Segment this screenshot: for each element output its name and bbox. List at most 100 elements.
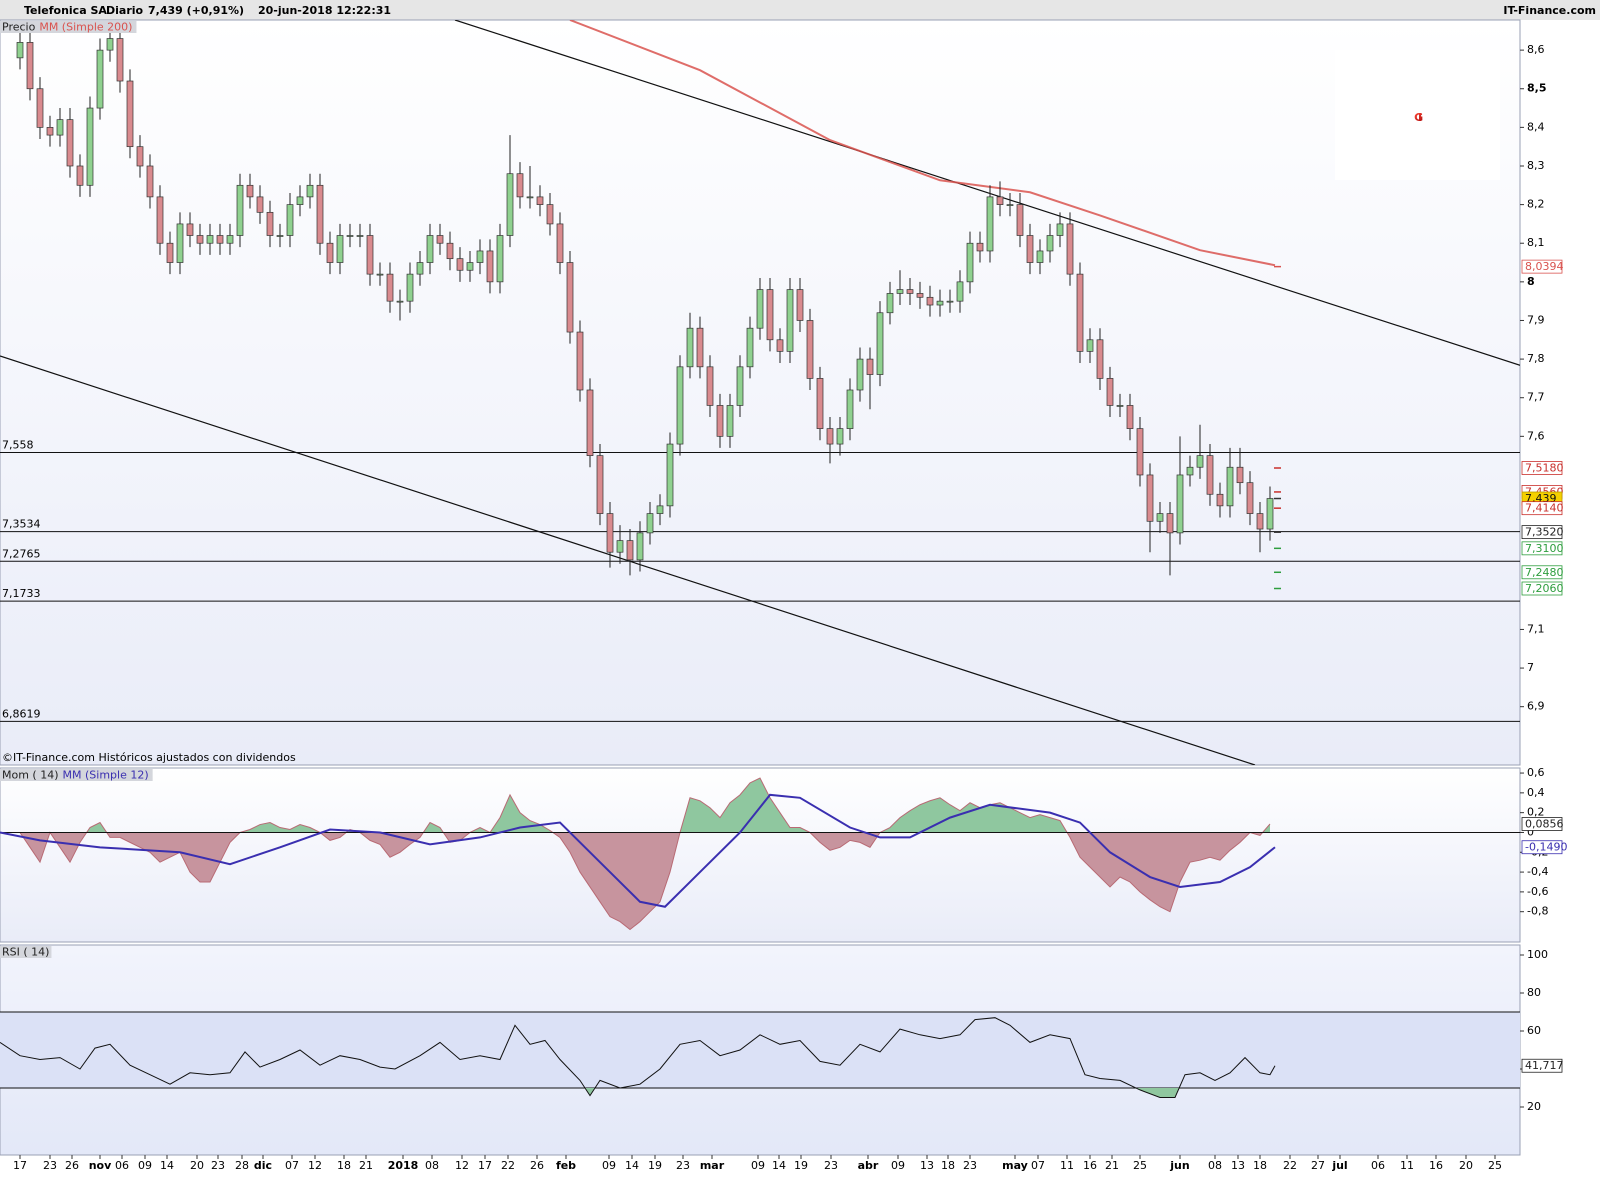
candle-body (1056, 223, 1064, 236)
candle-body (656, 505, 664, 514)
rsi-line (0, 1017, 1276, 1098)
header-title: Telefonica SA (24, 4, 107, 17)
x-tick-label: 12 (455, 1159, 469, 1172)
candle-body (426, 235, 434, 263)
x-tick-label: 07 (1031, 1159, 1045, 1172)
x-tick-label: 19 (794, 1159, 808, 1172)
candle-body (806, 320, 814, 379)
header-source: IT-Finance.com (1503, 4, 1596, 17)
price-marker-label: 41,717 (1525, 1059, 1564, 1072)
candle-body (16, 42, 24, 59)
candle-body (546, 204, 554, 225)
candle-body (1176, 474, 1184, 534)
candle-body (1206, 455, 1214, 495)
x-tick-label: 21 (359, 1159, 373, 1172)
legend-box (0, 21, 137, 33)
candle-body (386, 273, 394, 302)
candle-body (956, 281, 964, 302)
candle-body (666, 443, 674, 507)
candle-body (136, 146, 144, 167)
candle-body (566, 262, 574, 333)
candle-body (1156, 513, 1164, 522)
y-tick-label: 7,8 (1527, 352, 1545, 365)
candle-body (1196, 455, 1204, 468)
x-tick-label: 22 (1283, 1159, 1297, 1172)
candle-body (756, 289, 764, 329)
x-tick-label: 07 (285, 1159, 299, 1172)
candle-body (356, 235, 364, 237)
x-tick-label: 17 (13, 1159, 27, 1172)
candle-body (606, 513, 614, 553)
candle-body (346, 235, 354, 237)
x-tick-label: 11 (1060, 1159, 1074, 1172)
x-tick-label: 18 (941, 1159, 955, 1172)
candle-body (816, 378, 824, 429)
candle-body (296, 196, 304, 205)
moving-average (0, 793, 1276, 908)
x-tick-label: 23 (43, 1159, 57, 1172)
y-tick-label: 8,1 (1527, 236, 1545, 249)
legend-name: Precio (2, 21, 36, 34)
candle-body (866, 358, 874, 375)
candle-body (1216, 493, 1224, 507)
candle-body (976, 242, 984, 252)
candle-body (256, 196, 264, 213)
candle-body (116, 38, 124, 82)
candle-body (106, 38, 114, 51)
candle-body (906, 289, 914, 294)
candle-body (396, 300, 404, 303)
price-marker-label: 0,0856 (1525, 817, 1564, 830)
momentum-area-positive (20, 778, 1270, 833)
candle-body (1146, 474, 1154, 522)
price-marker-box (1521, 565, 1563, 580)
candle-body (1236, 466, 1244, 484)
header-bar (0, 0, 1600, 20)
y-tick-label: 20 (1527, 1100, 1541, 1113)
candle-body (856, 358, 864, 391)
plot-area (0, 777, 1520, 931)
candle-body (336, 235, 344, 263)
x-tick-label: 18 (1253, 1159, 1267, 1172)
candle-body (526, 196, 534, 199)
x-tick-label: 27 (1311, 1159, 1325, 1172)
logo-background (1335, 50, 1500, 180)
candle-body (986, 196, 994, 252)
trendline (454, 20, 1520, 366)
candle-body (576, 331, 584, 391)
price-marker-label: 7,2060 (1525, 582, 1564, 595)
price-marker-label: 8,0394 (1525, 260, 1564, 273)
candle-body (796, 289, 804, 321)
momentum-line (19, 777, 1271, 931)
candle-body (286, 204, 294, 236)
x-tick-label: 26 (65, 1159, 79, 1172)
candle-body (316, 184, 324, 244)
candle-body (56, 119, 64, 136)
candle-body (456, 258, 464, 271)
momentum-area-negative (20, 832, 1263, 930)
candle-body (376, 273, 384, 276)
candle-body (896, 289, 904, 294)
candle-body (1246, 482, 1254, 514)
x-tick-label: jun (1169, 1159, 1189, 1172)
y-tick-label: 8,4 (1527, 120, 1545, 133)
moving-average (569, 20, 1276, 267)
candle-body (1066, 223, 1074, 275)
candle-body (1116, 405, 1124, 407)
candle-body (776, 339, 784, 352)
candle-body (846, 389, 854, 429)
x-tick-label: 17 (478, 1159, 492, 1172)
price-marker-box (1521, 501, 1563, 516)
legend-name: RSI ( 14) (2, 946, 49, 959)
x-tick-label: 26 (530, 1159, 544, 1172)
candle-body (146, 165, 154, 198)
candle-body (1046, 235, 1054, 252)
price-marker-label: 7,3520 (1525, 526, 1564, 539)
x-tick-label: 16 (1083, 1159, 1097, 1172)
x-tick-label: abr (858, 1159, 879, 1172)
panel-background (0, 19, 1521, 766)
y-tick-label: -0,8 (1527, 905, 1548, 918)
candle-body (696, 327, 704, 368)
x-tick-label: mar (700, 1159, 725, 1172)
x-tick-label: 22 (501, 1159, 515, 1172)
